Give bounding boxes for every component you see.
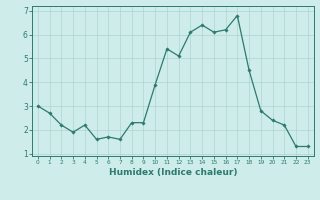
X-axis label: Humidex (Indice chaleur): Humidex (Indice chaleur): [108, 168, 237, 177]
